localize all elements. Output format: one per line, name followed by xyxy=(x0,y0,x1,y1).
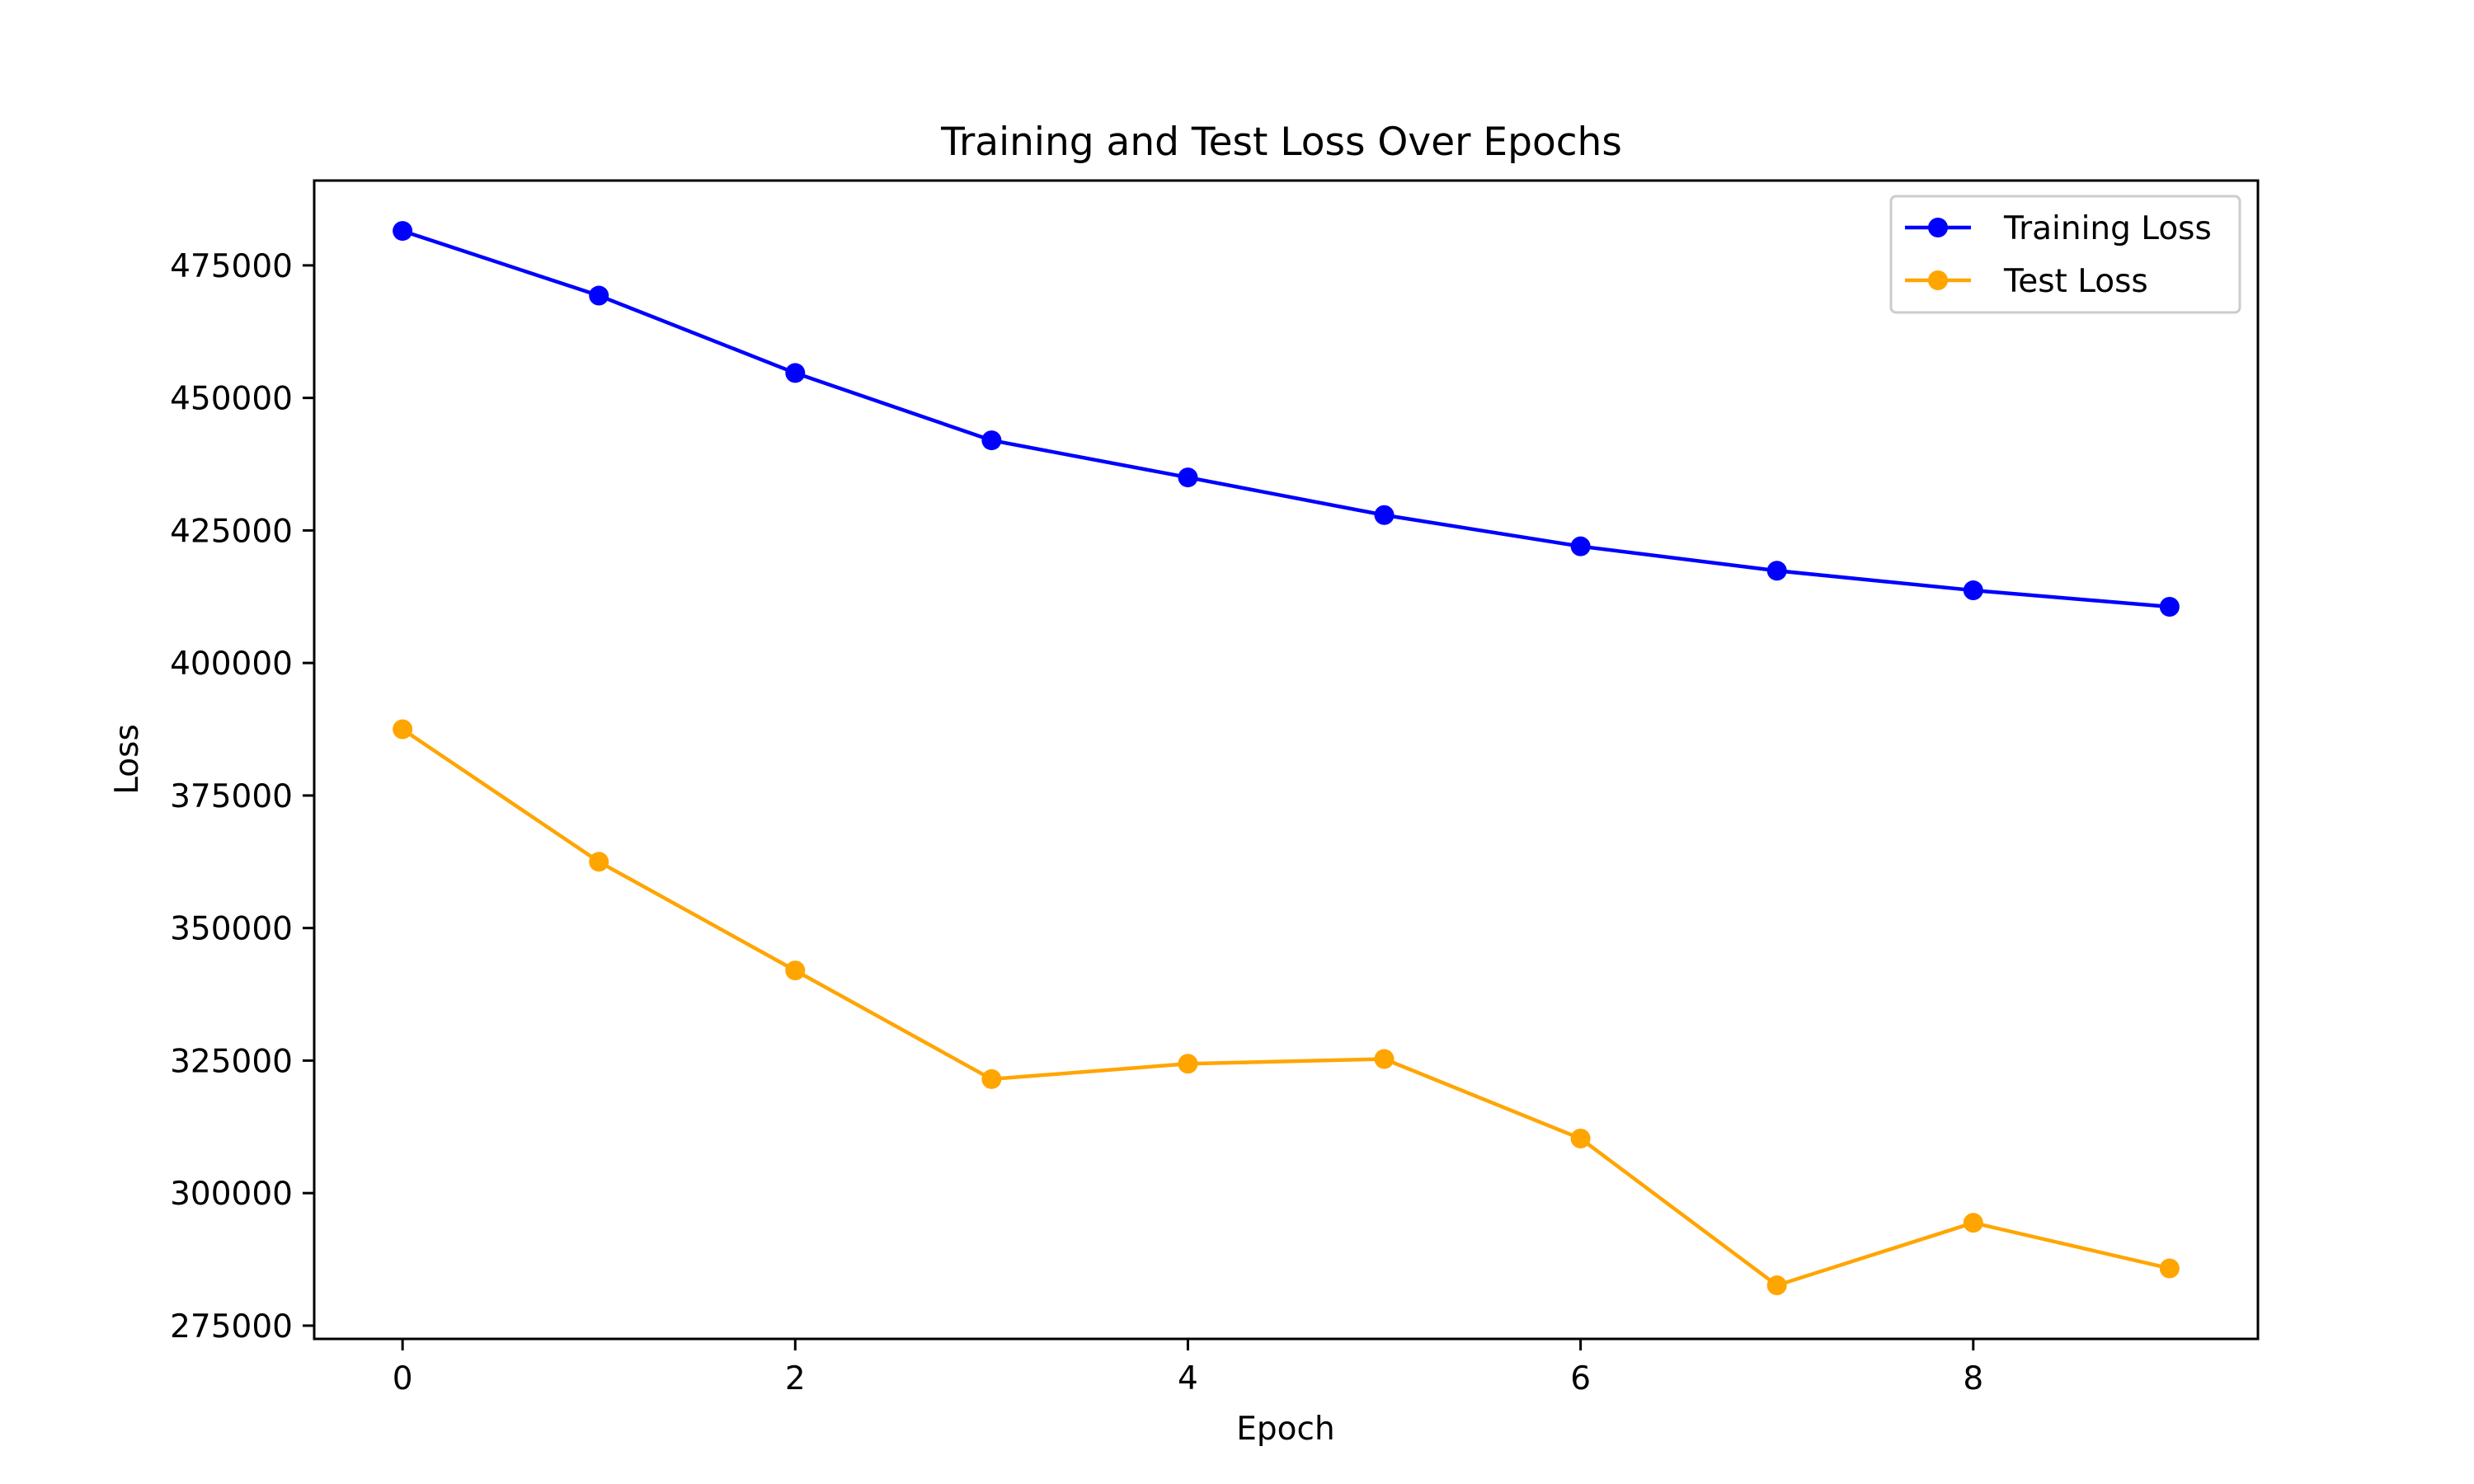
y-tick-label: 275000 xyxy=(170,1308,293,1345)
legend: Training Loss Test Loss xyxy=(1889,195,2241,314)
series-layer xyxy=(393,221,2180,1296)
y-tick-label: 325000 xyxy=(170,1043,293,1080)
test-loss-point xyxy=(1570,1128,1591,1148)
training-loss-point xyxy=(1374,505,1395,525)
y-axis-label: Loss xyxy=(109,724,146,795)
y-tick-label: 300000 xyxy=(170,1176,293,1213)
y-tick-label: 475000 xyxy=(170,248,293,285)
training-loss-point xyxy=(393,221,413,242)
test-loss-point xyxy=(981,1068,1002,1089)
training-loss-legend-marker xyxy=(1928,218,1948,237)
y-tick-label: 425000 xyxy=(170,513,293,550)
training-loss-point xyxy=(1963,580,1983,601)
test-loss-point xyxy=(1963,1213,1983,1233)
test-loss-legend-label: Test Loss xyxy=(2003,263,2148,300)
x-tick-label: 6 xyxy=(1570,1360,1591,1397)
x-axis-label: Epoch xyxy=(1236,1411,1334,1448)
training-loss-point xyxy=(589,285,609,306)
test-loss-legend-marker xyxy=(1928,270,1948,290)
plot-frame xyxy=(313,179,2260,1341)
training-loss-point xyxy=(2159,596,2180,617)
test-loss-point xyxy=(1374,1049,1395,1069)
training-loss-point xyxy=(1570,536,1591,556)
training-loss-line xyxy=(400,228,2172,609)
y-axis: 275000 300000 325000 350000 375000 400000 4250… xyxy=(170,248,314,1345)
training-loss-point xyxy=(1766,561,1787,581)
training-loss-point xyxy=(981,430,1002,451)
y-tick-label: 450000 xyxy=(170,381,293,418)
x-tick-label: 0 xyxy=(393,1360,413,1397)
y-tick-label: 350000 xyxy=(170,911,293,948)
x-tick-label: 2 xyxy=(785,1360,806,1397)
test-loss-point xyxy=(2159,1258,2180,1279)
x-axis: 0 2 4 6 8 xyxy=(393,1339,1983,1397)
legend-box xyxy=(1889,195,2241,314)
test-loss-point xyxy=(1766,1275,1787,1296)
y-tick-label: 400000 xyxy=(170,646,293,683)
test-loss-line xyxy=(400,726,2172,1288)
training-loss-legend-label: Training Loss xyxy=(2003,210,2212,247)
training-loss-point xyxy=(1178,467,1198,488)
x-tick-label: 8 xyxy=(1963,1360,1983,1397)
y-tick-label: 375000 xyxy=(170,778,293,815)
chart-title: Training and Test Loss Over Epochs xyxy=(940,120,1622,165)
test-loss-point xyxy=(785,960,806,981)
test-loss-point xyxy=(589,852,609,872)
test-loss-point xyxy=(1178,1054,1198,1074)
x-tick-label: 4 xyxy=(1178,1360,1198,1397)
test-loss-point xyxy=(393,719,413,740)
training-loss-point xyxy=(785,363,806,383)
